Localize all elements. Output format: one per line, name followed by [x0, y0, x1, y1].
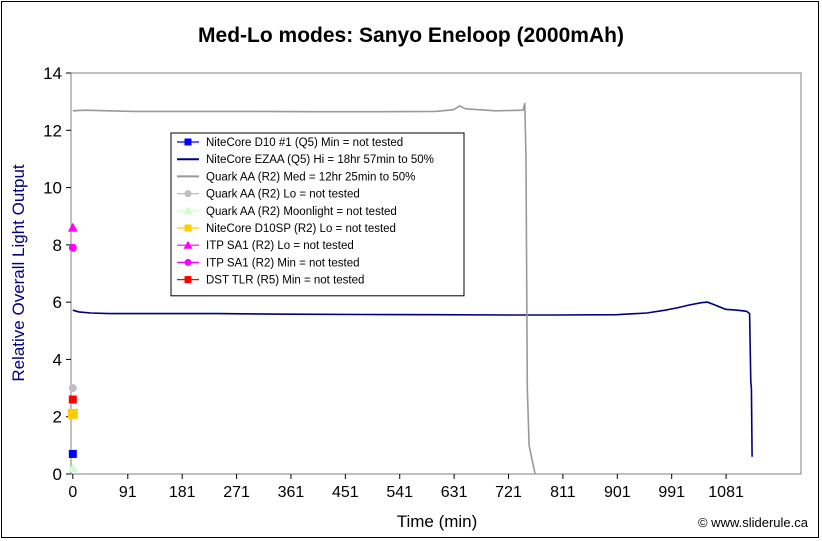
data-point-3 [68, 384, 77, 393]
data-point-5 [67, 408, 78, 419]
y-tick-label: 14 [43, 64, 62, 83]
legend-entry: NiteCore D10SP (R2) Lo = not tested [206, 223, 396, 235]
x-tick-label: 451 [332, 484, 359, 501]
legend-swatch-marker [184, 276, 192, 284]
x-tick-label: 1081 [708, 484, 744, 501]
legend-swatch-marker [184, 224, 192, 232]
data-point-7 [68, 243, 77, 252]
x-tick-label: 361 [278, 484, 305, 501]
x-tick-label: 631 [441, 484, 468, 501]
x-tick-label: 91 [119, 484, 137, 501]
series-line-2 [72, 102, 536, 475]
legend-entry: Quark AA (R2) Moonlight = not tested [206, 206, 397, 218]
legend-entry: NiteCore D10 #1 (Q5) Min = not tested [206, 137, 403, 149]
legend-entry: Quark AA (R2) Lo = not tested [206, 189, 360, 201]
x-tick-label: 901 [604, 484, 631, 501]
x-tick-label: 0 [68, 484, 77, 501]
series-line-1 [72, 301, 753, 457]
legend-box [170, 132, 465, 297]
data-point-4 [67, 463, 78, 473]
data-point-8 [68, 395, 77, 404]
legend-swatch-marker [184, 258, 192, 266]
legend-swatch-marker [184, 190, 192, 198]
x-tick-label: 271 [223, 484, 250, 501]
x-axis-title: Time (min) [397, 512, 478, 531]
legend-entry: ITP SA1 (R2) Min = not tested [206, 257, 360, 269]
y-tick-label: 2 [53, 408, 62, 427]
y-tick-label: 4 [53, 350, 62, 369]
data-point-6 [67, 222, 78, 232]
chart-title: Med-Lo modes: Sanyo Eneloop (2000mAh) [198, 24, 624, 47]
x-tick-label: 541 [386, 484, 413, 501]
legend-entry: Quark AA (R2) Med = 12hr 25min to 50% [206, 171, 415, 183]
y-tick-label: 12 [43, 121, 62, 140]
legend-entry: DST TLR (R5) Min = not tested [206, 275, 364, 287]
legend-swatch-marker [183, 240, 193, 249]
y-tick-label: 10 [43, 179, 62, 198]
x-tick-label: 181 [169, 484, 196, 501]
legend-swatch-marker [183, 206, 193, 215]
y-tick-label: 6 [53, 293, 62, 312]
data-point-0 [68, 449, 77, 458]
legend-entry: NiteCore EZAA (Q5) Hi = 18hr 57min to 50… [206, 154, 434, 166]
legend: NiteCore D10 #1 (Q5) Min = not tested Nit… [170, 132, 465, 297]
x-tick-label: 991 [658, 484, 685, 501]
x-tick-label: 721 [495, 484, 522, 501]
y-tick-label: 8 [53, 236, 62, 255]
y-axis-title: Relative Overall Light Output [9, 164, 28, 382]
credit-text: © www.sliderule.ca [698, 515, 809, 530]
legend-swatch-marker [184, 138, 192, 146]
x-tick-label: 811 [550, 484, 576, 501]
legend-entry: ITP SA1 (R2) Lo = not tested [206, 240, 354, 252]
y-tick-label: 0 [53, 465, 62, 484]
